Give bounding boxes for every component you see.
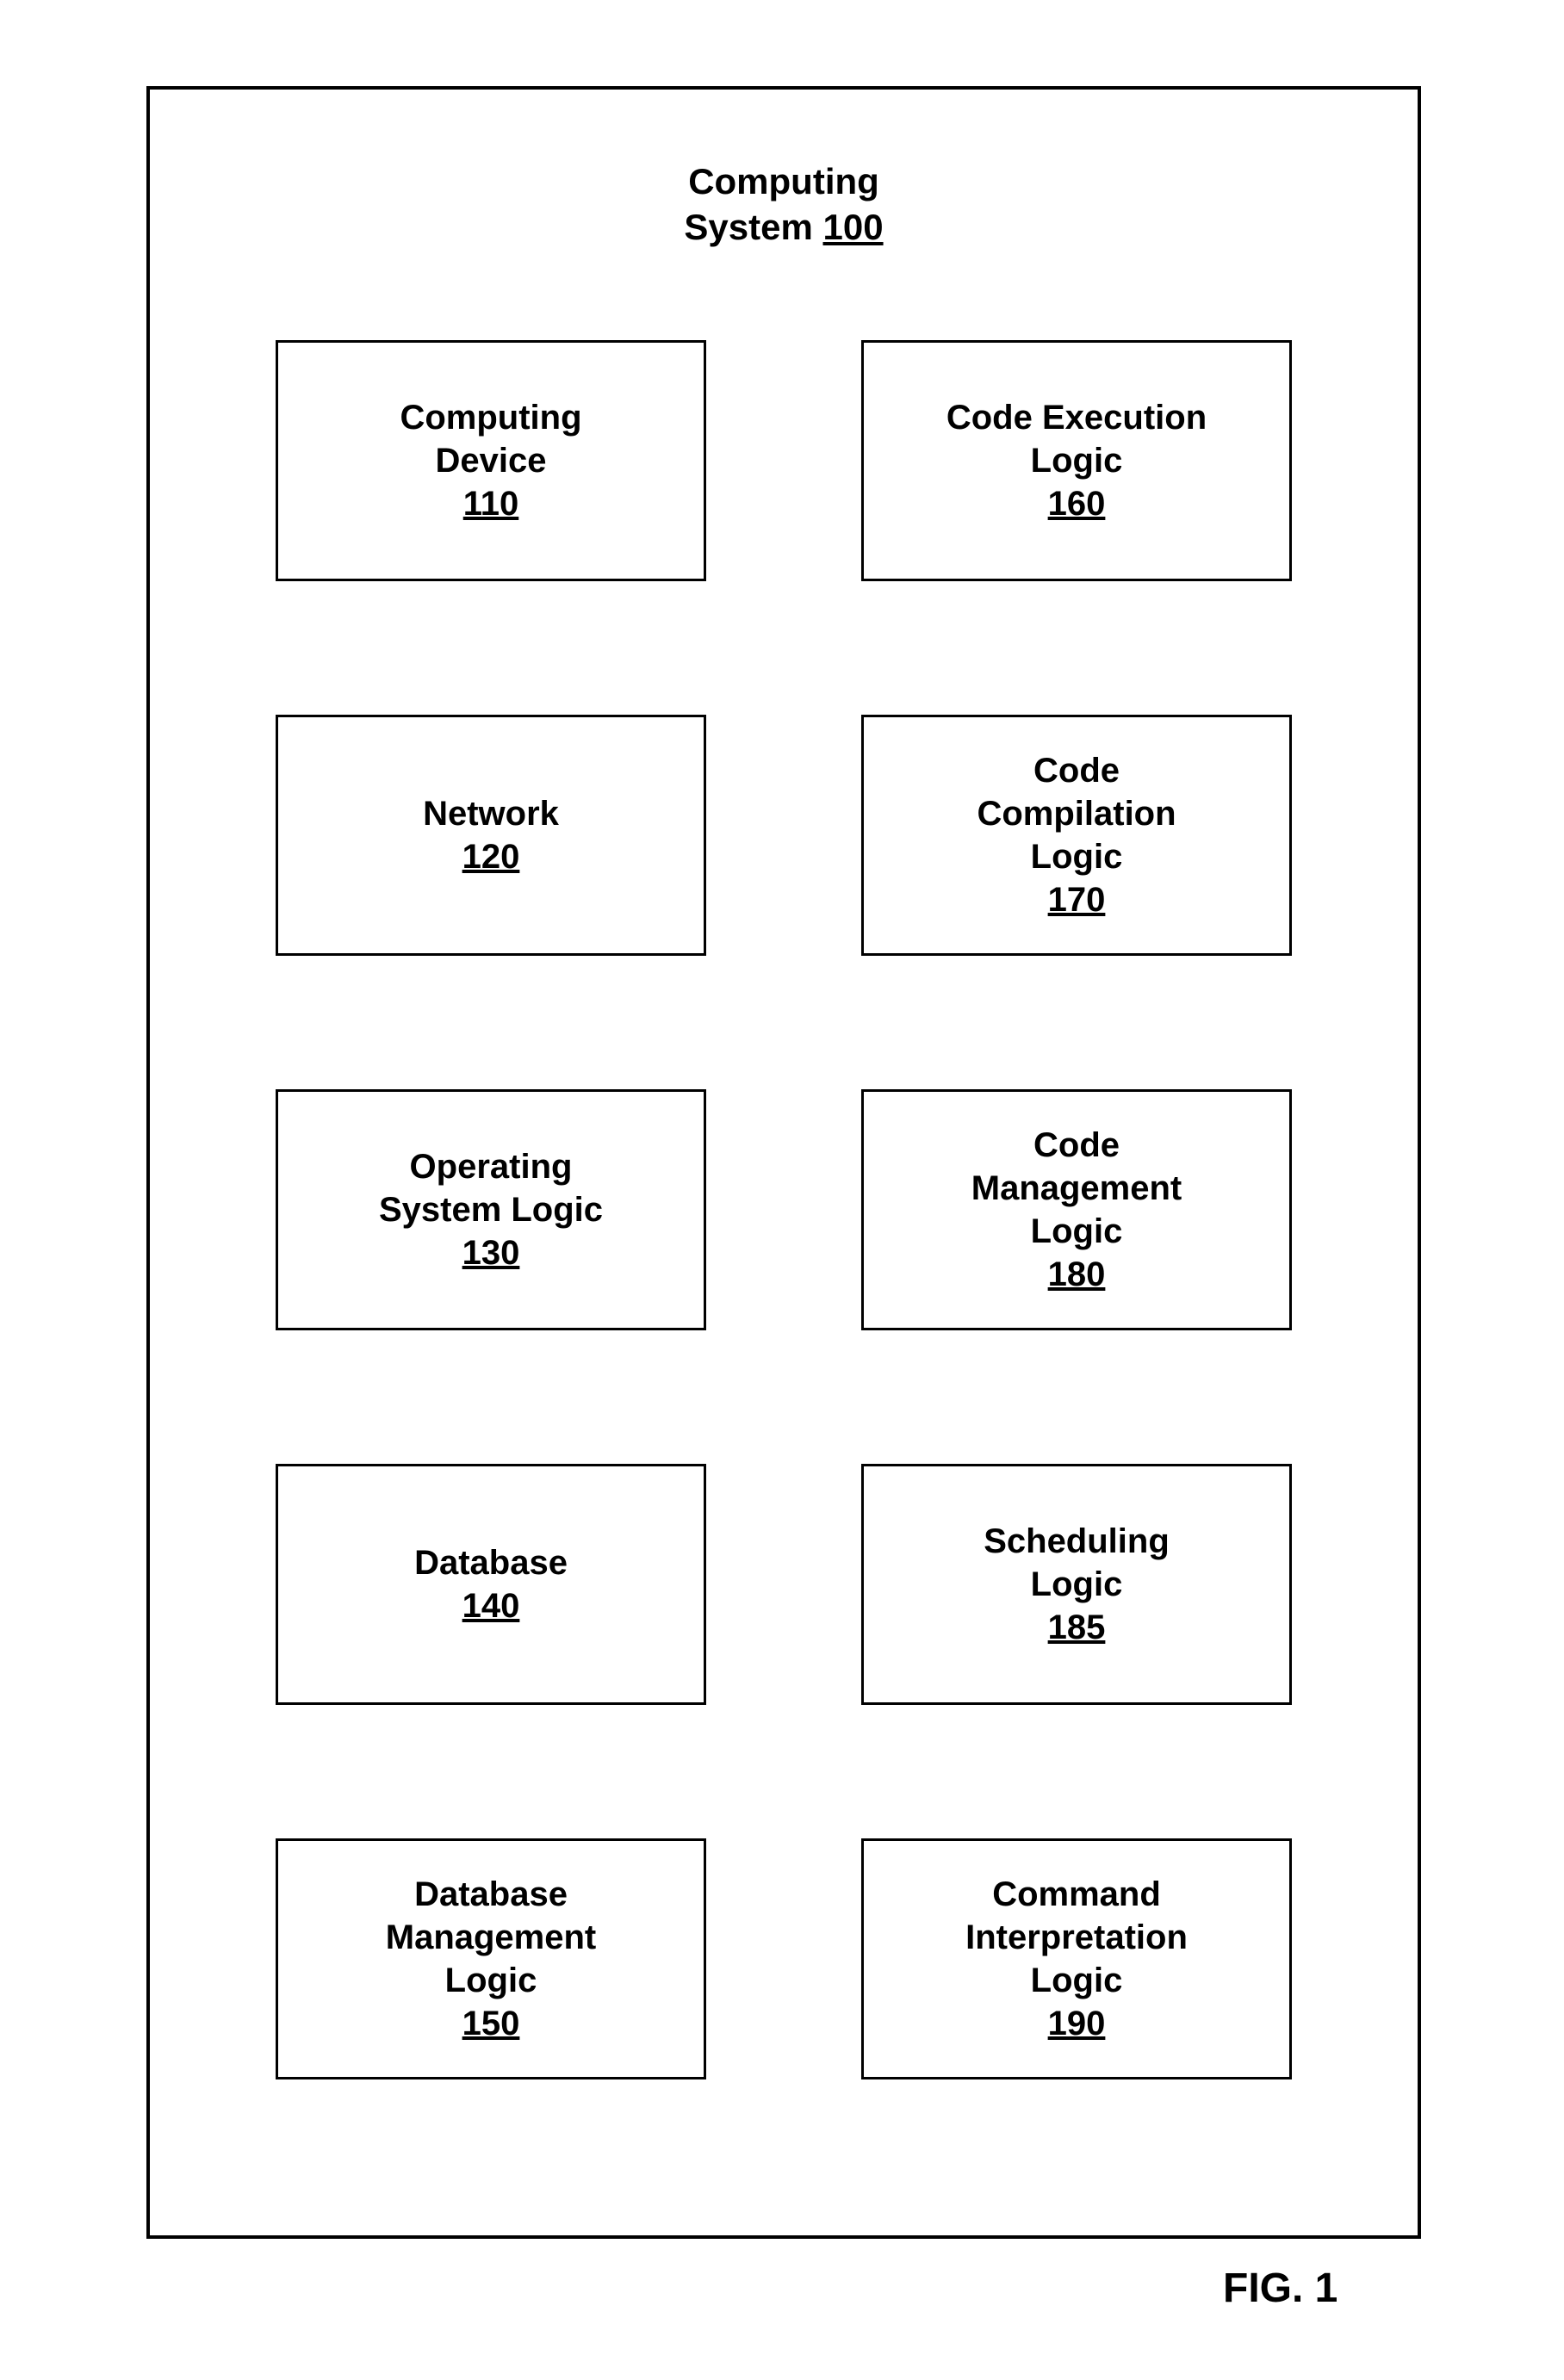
component-box: Database140 (276, 1464, 706, 1705)
component-box: CodeCompilationLogic170 (861, 715, 1292, 956)
component-label-line: Compilation (864, 792, 1289, 835)
component-ref: 185 (864, 1606, 1289, 1649)
component-ref: 140 (278, 1584, 704, 1627)
component-label-line: Code (864, 749, 1289, 792)
component-label-line: Database (278, 1873, 704, 1916)
component-label-line: Code (864, 1124, 1289, 1167)
component-ref: 170 (864, 878, 1289, 921)
component-ref: 150 (278, 2002, 704, 2045)
component-label-line: Interpretation (864, 1916, 1289, 1959)
component-label: SchedulingLogic185 (864, 1520, 1289, 1649)
title-line: Computing (603, 159, 965, 205)
component-label: CommandInterpretationLogic190 (864, 1873, 1289, 2045)
component-label-line: Device (278, 439, 704, 482)
component-label: Code ExecutionLogic160 (864, 396, 1289, 525)
component-ref: 190 (864, 2002, 1289, 2045)
component-label-line: Logic (864, 439, 1289, 482)
component-label-line: Database (278, 1541, 704, 1584)
component-label-line: Code Execution (864, 396, 1289, 439)
component-label-line: Management (864, 1167, 1289, 1210)
component-label-line: Command (864, 1873, 1289, 1916)
component-ref: 130 (278, 1231, 704, 1274)
component-label-line: Network (278, 792, 704, 835)
component-ref: 160 (864, 482, 1289, 525)
component-label-line: Scheduling (864, 1520, 1289, 1563)
component-box: CodeManagementLogic180 (861, 1089, 1292, 1330)
diagram-page: ComputingSystem 100ComputingDevice110Cod… (0, 0, 1564, 2380)
component-label-line: Logic (864, 1210, 1289, 1253)
component-box: Code ExecutionLogic160 (861, 340, 1292, 581)
system-title: ComputingSystem 100 (603, 159, 965, 250)
component-ref: 120 (278, 835, 704, 878)
component-box: Network120 (276, 715, 706, 956)
component-label: DatabaseManagementLogic150 (278, 1873, 704, 2045)
component-label-line: Logic (864, 1959, 1289, 2002)
component-label-line: Computing (278, 396, 704, 439)
figure-caption: FIG. 1 (1223, 2265, 1337, 2312)
component-box: DatabaseManagementLogic150 (276, 1838, 706, 2079)
component-label: Network120 (278, 792, 704, 878)
component-label-line: Management (278, 1916, 704, 1959)
component-label: ComputingDevice110 (278, 396, 704, 525)
title-ref: 100 (823, 207, 884, 247)
component-label-line: Logic (278, 1959, 704, 2002)
component-label-line: Logic (864, 835, 1289, 878)
component-box: CommandInterpretationLogic190 (861, 1838, 1292, 2079)
component-box: SchedulingLogic185 (861, 1464, 1292, 1705)
component-label: CodeCompilationLogic170 (864, 749, 1289, 921)
component-box: OperatingSystem Logic130 (276, 1089, 706, 1330)
component-label: CodeManagementLogic180 (864, 1124, 1289, 1296)
component-label-line: System Logic (278, 1188, 704, 1231)
component-label-line: Logic (864, 1563, 1289, 1606)
component-ref: 110 (278, 482, 704, 525)
component-box: ComputingDevice110 (276, 340, 706, 581)
component-label: OperatingSystem Logic130 (278, 1145, 704, 1274)
component-label: Database140 (278, 1541, 704, 1627)
title-line: System 100 (603, 205, 965, 251)
component-label-line: Operating (278, 1145, 704, 1188)
component-ref: 180 (864, 1253, 1289, 1296)
